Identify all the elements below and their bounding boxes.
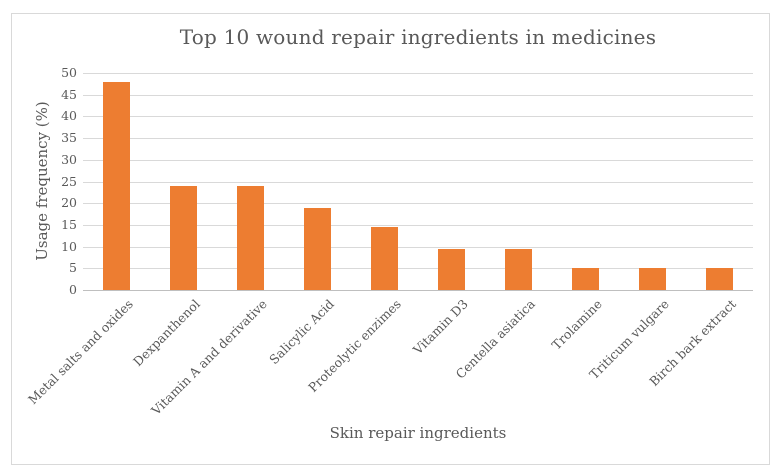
y-tick-label: 45 bbox=[61, 86, 77, 102]
gridline bbox=[83, 268, 753, 270]
gridline bbox=[83, 246, 753, 248]
bar bbox=[438, 248, 465, 290]
y-tick-label: 20 bbox=[61, 195, 77, 211]
bar bbox=[103, 81, 130, 290]
y-tick-label: 40 bbox=[61, 108, 77, 124]
y-tick-label: 50 bbox=[61, 65, 77, 80]
bar bbox=[170, 185, 197, 290]
bar bbox=[304, 207, 331, 290]
bar bbox=[505, 248, 532, 290]
y-tick-label: 35 bbox=[61, 130, 77, 146]
chart-title: Top 10 wound repair ingredients in medic… bbox=[179, 25, 657, 49]
bar bbox=[706, 268, 733, 290]
y-tick-label: 25 bbox=[61, 173, 77, 189]
y-tick-label: 5 bbox=[69, 260, 77, 276]
y-tick-label: 15 bbox=[61, 216, 77, 232]
x-axis-line bbox=[83, 290, 753, 291]
gridline bbox=[83, 159, 753, 161]
y-tick-label: 0 bbox=[69, 282, 77, 297]
y-tick-label: 10 bbox=[61, 238, 77, 254]
bar bbox=[237, 185, 264, 290]
gridline bbox=[83, 94, 753, 96]
bar bbox=[371, 227, 398, 290]
y-tick-label: 30 bbox=[61, 151, 77, 167]
gridline bbox=[83, 73, 753, 74]
gridline bbox=[83, 224, 753, 226]
gridline bbox=[83, 181, 753, 183]
bar bbox=[572, 268, 599, 290]
gridline bbox=[83, 138, 753, 140]
bar bbox=[639, 268, 666, 290]
gridline bbox=[83, 116, 753, 118]
x-axis-title: Skin repair ingredients bbox=[329, 424, 507, 442]
gridline bbox=[83, 203, 753, 205]
